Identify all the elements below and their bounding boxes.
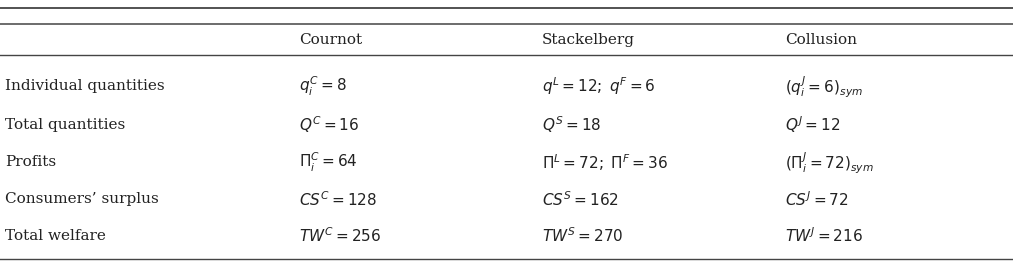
- Text: $CS^J = 72$: $CS^J = 72$: [785, 190, 849, 209]
- Text: $q_i^C = 8$: $q_i^C = 8$: [299, 75, 346, 98]
- Text: Consumers’ surplus: Consumers’ surplus: [5, 192, 159, 206]
- Text: $TW^S = 270$: $TW^S = 270$: [542, 227, 623, 245]
- Text: Collusion: Collusion: [785, 32, 857, 47]
- Text: $q^L = 12;\; q^F = 6$: $q^L = 12;\; q^F = 6$: [542, 76, 655, 97]
- Text: Cournot: Cournot: [299, 32, 362, 47]
- Text: $(q_i^J = 6)_{sym}$: $(q_i^J = 6)_{sym}$: [785, 74, 863, 99]
- Text: Total welfare: Total welfare: [5, 229, 106, 243]
- Text: Total quantities: Total quantities: [5, 118, 126, 132]
- Text: Profits: Profits: [5, 155, 56, 169]
- Text: $(\Pi_i^J = 72)_{sym}$: $(\Pi_i^J = 72)_{sym}$: [785, 150, 874, 175]
- Text: $TW^C = 256$: $TW^C = 256$: [299, 227, 381, 245]
- Text: $Q^J = 12$: $Q^J = 12$: [785, 115, 841, 135]
- Text: $CS^S = 162$: $CS^S = 162$: [542, 190, 619, 209]
- Text: $Q^S = 18$: $Q^S = 18$: [542, 115, 602, 135]
- Text: $TW^J = 216$: $TW^J = 216$: [785, 227, 863, 245]
- Text: $Q^C = 16$: $Q^C = 16$: [299, 115, 359, 135]
- Text: $CS^C = 128$: $CS^C = 128$: [299, 190, 377, 209]
- Text: Stackelberg: Stackelberg: [542, 32, 635, 47]
- Text: Individual quantities: Individual quantities: [5, 79, 165, 93]
- Text: $\Pi^L = 72;\; \Pi^F = 36$: $\Pi^L = 72;\; \Pi^F = 36$: [542, 152, 668, 173]
- Text: $\Pi_i^C = 64$: $\Pi_i^C = 64$: [299, 151, 358, 174]
